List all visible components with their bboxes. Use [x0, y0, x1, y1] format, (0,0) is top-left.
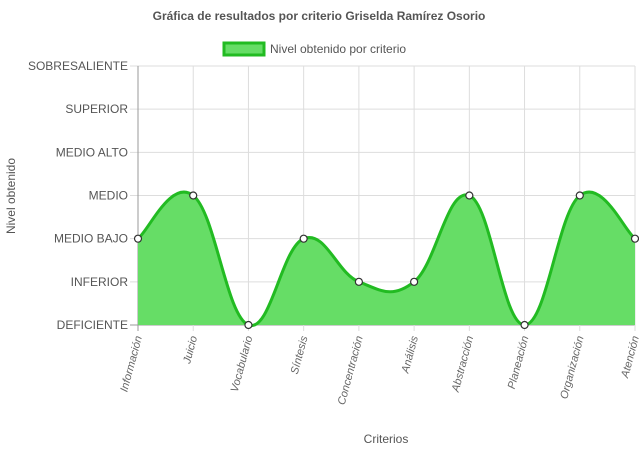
area-fill — [138, 192, 635, 326]
y-axis-title: Nivel obtenido — [4, 158, 18, 234]
y-tick-label: INFERIOR — [71, 275, 129, 289]
chart-title: Gráfica de resultados por criterio Grise… — [153, 9, 486, 23]
data-point-9[interactable] — [630, 234, 639, 243]
x-tick-label: Síntesis — [289, 334, 311, 375]
data-point-6[interactable] — [465, 191, 474, 200]
y-tick-label: MEDIO ALTO — [56, 145, 128, 159]
x-tick-label: Concentración — [336, 335, 366, 407]
y-tick-label: MEDIO BAJO — [54, 232, 128, 246]
data-point-3[interactable] — [299, 234, 308, 243]
x-tick-label: Organización — [558, 335, 586, 401]
y-tick-label: SUPERIOR — [65, 102, 128, 116]
data-points — [133, 191, 639, 330]
y-axis-ticks: DEFICIENTE INFERIOR MEDIO BAJO MEDIO MEDIO A… — [28, 59, 128, 332]
x-tick-label: Información — [118, 335, 144, 394]
data-point-7[interactable] — [520, 320, 529, 330]
y-tick-label: DEFICIENTE — [57, 318, 128, 332]
x-tick-label: Planeación — [506, 335, 532, 391]
data-point-4[interactable] — [354, 277, 363, 286]
x-tick-label: Atención — [619, 335, 639, 380]
x-axis-title: Criterios — [364, 432, 409, 446]
data-point-0[interactable] — [133, 234, 143, 243]
data-point-8[interactable] — [575, 191, 584, 200]
series-area — [136, 190, 637, 327]
series-line — [136, 190, 637, 327]
x-tick-label: Abstracción — [450, 335, 477, 395]
x-axis-ticks: Información Juicio Vocabulario Síntesis Conc… — [118, 334, 639, 406]
legend-swatch — [222, 41, 266, 57]
x-tick-label: Juicio — [181, 335, 200, 366]
x-tick-label: Análisis — [399, 334, 421, 375]
data-point-5[interactable] — [410, 277, 419, 286]
y-tick-label: MEDIO — [89, 189, 128, 203]
y-tick-label: SOBRESALIENTE — [28, 59, 128, 73]
x-tick-label: Vocabulario — [229, 335, 256, 394]
data-point-2[interactable] — [244, 320, 253, 330]
legend-label: Nivel obtenido por criterio — [270, 42, 406, 56]
legend[interactable]: Nivel obtenido por criterio — [222, 41, 406, 57]
data-point-1[interactable] — [189, 191, 198, 200]
